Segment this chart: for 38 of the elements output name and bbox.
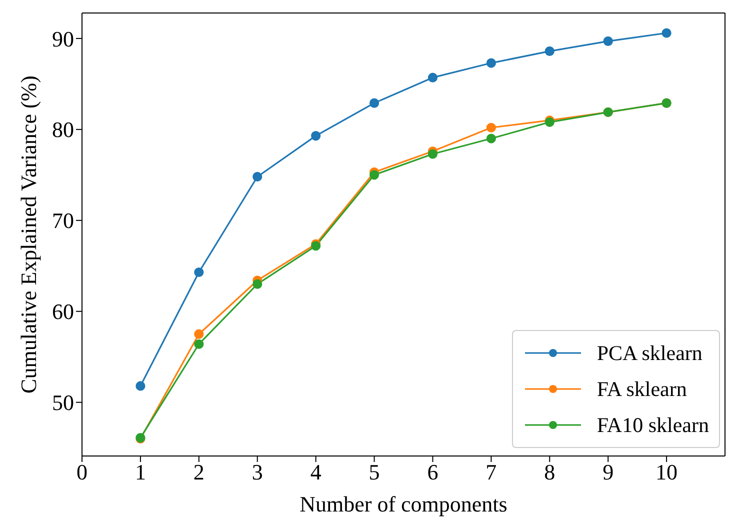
x-tick-label: 1 — [134, 460, 146, 485]
x-tick-label: 10 — [656, 460, 678, 485]
point — [369, 170, 380, 180]
point — [486, 122, 496, 132]
y-tick-label: 90 — [52, 26, 74, 52]
x-tick-label: 3 — [252, 460, 263, 485]
point — [252, 172, 262, 182]
point — [252, 279, 262, 289]
legend-label: PCA sklearn — [596, 340, 702, 367]
x-tick-label: 8 — [544, 460, 556, 485]
x-tick-label: 5 — [368, 460, 380, 485]
y-tick-label: 70 — [52, 208, 74, 234]
legend-label: FA10 sklearn — [596, 412, 709, 439]
y-tick-label: 50 — [52, 390, 74, 416]
x-tick-label: 7 — [486, 460, 497, 485]
y-axis-title: Cumulative Explained Variance (%) — [16, 76, 41, 394]
x-tick-label: 6 — [427, 460, 438, 485]
point — [486, 134, 496, 144]
point — [428, 72, 438, 82]
x-tick-label: 4 — [310, 460, 322, 485]
x-tick-label: 2 — [193, 460, 204, 485]
point — [194, 267, 204, 278]
point — [311, 131, 321, 141]
point — [194, 329, 204, 339]
x-tick-label: 0 — [76, 460, 88, 485]
point — [544, 46, 554, 56]
point — [136, 381, 146, 391]
legend-label: FA sklearn — [596, 376, 687, 403]
point — [486, 58, 496, 68]
x-tick-label: 9 — [602, 460, 614, 485]
point — [603, 36, 613, 46]
point — [428, 149, 438, 159]
point — [369, 98, 380, 108]
x-axis-title: Number of components — [300, 492, 508, 517]
y-tick-label: 60 — [52, 299, 74, 324]
point — [194, 339, 204, 349]
point — [662, 28, 672, 38]
y-tick-label: 80 — [52, 117, 74, 142]
